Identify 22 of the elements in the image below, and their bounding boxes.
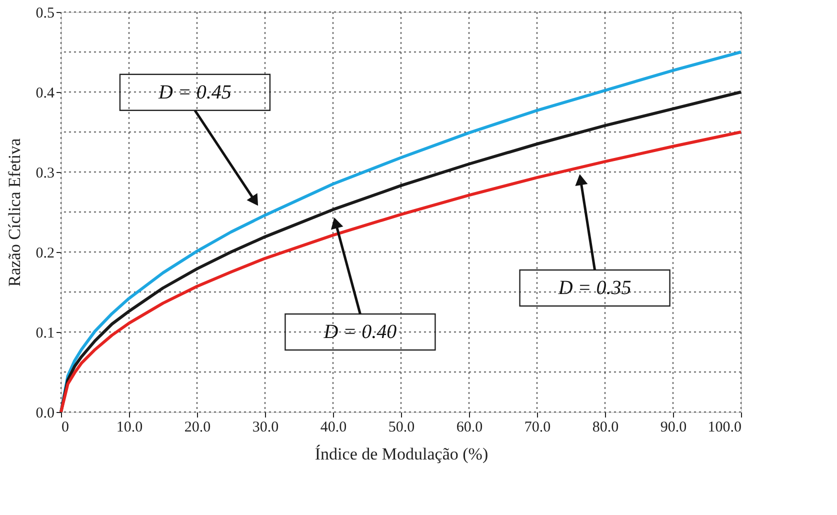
annotation: D = 0.35 xyxy=(557,277,632,299)
x-tick-label: 50.0 xyxy=(388,420,415,436)
x-tick-label: 0 xyxy=(62,420,69,436)
x-axis-title: Índice de Modulação (%) xyxy=(314,444,488,464)
annotation: D = 0.40 xyxy=(322,321,397,343)
y-tick-label: 0.2 xyxy=(36,246,54,262)
y-tick-label: 0.1 xyxy=(36,326,54,342)
y-tick-label: 0.0 xyxy=(36,406,54,422)
x-tick-label: 40.0 xyxy=(320,420,347,436)
y-tick-label: 0.3 xyxy=(36,166,54,182)
x-tick-label: 80.0 xyxy=(592,420,619,436)
y-axis-title: Razão Cíclica Efetiva xyxy=(4,138,24,287)
annotation: D = 0.45 xyxy=(157,81,232,104)
x-tick-label: 10.0 xyxy=(116,420,143,436)
y-tick-label: 0.5 xyxy=(36,6,54,22)
y-tick-label: 0.4 xyxy=(36,86,55,102)
x-tick-label: 30.0 xyxy=(252,420,279,436)
x-tick-label: 60.0 xyxy=(456,420,483,436)
x-tick-label: 70.0 xyxy=(524,420,551,436)
x-tick-label: 20.0 xyxy=(184,420,211,436)
x-tick-label: 90.0 xyxy=(660,420,687,436)
x-tick-label: 100.0 xyxy=(708,420,742,436)
